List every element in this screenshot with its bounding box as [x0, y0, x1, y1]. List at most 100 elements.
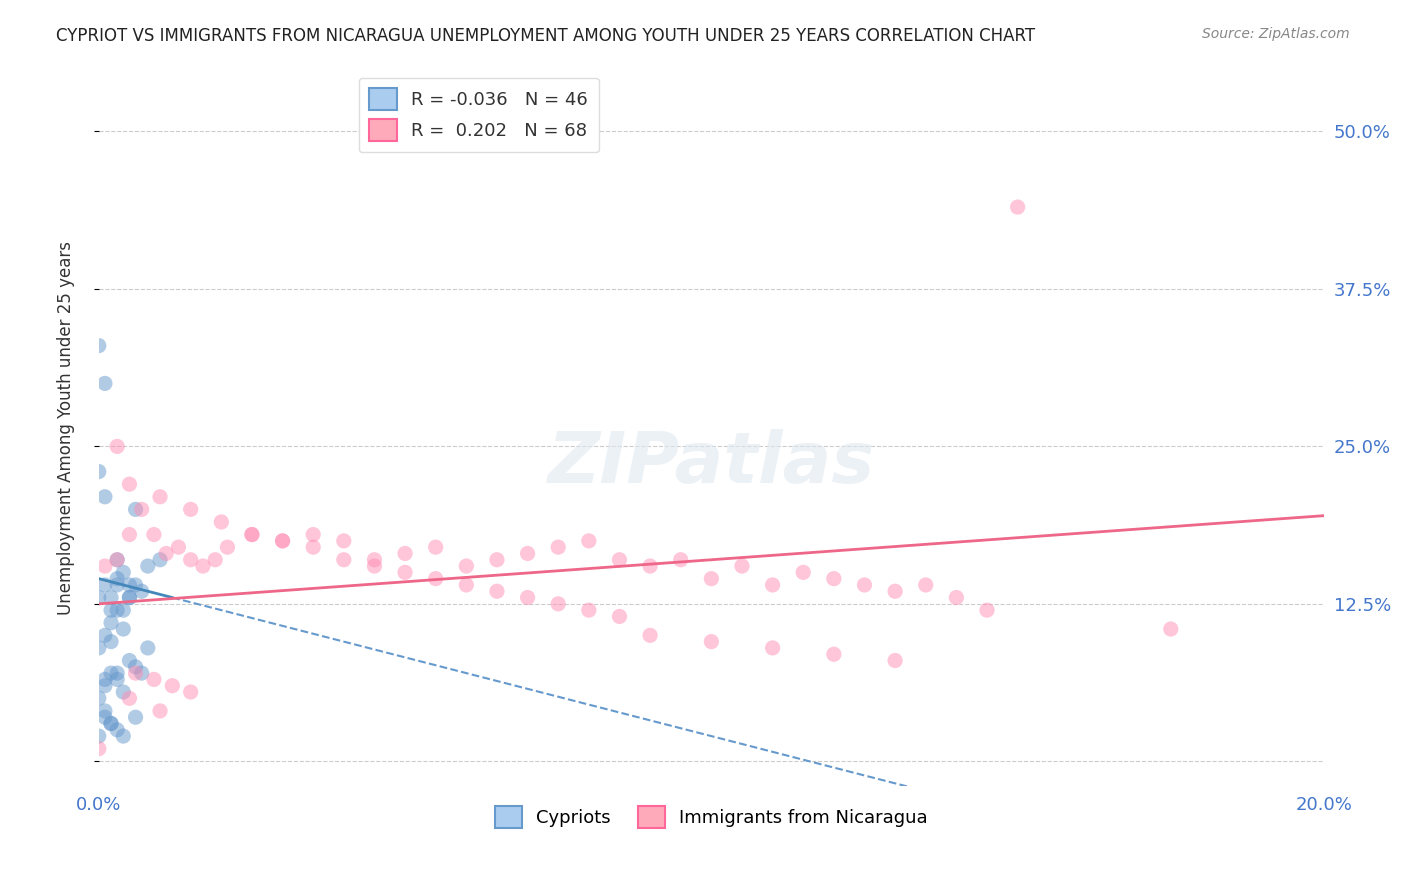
Point: [485, 553, 508, 567]
Point: [94, 679, 117, 693]
Point: [131, 502, 153, 516]
Point: [180, 502, 202, 516]
Point: [112, 685, 135, 699]
Point: [118, 653, 141, 667]
Point: [105, 723, 128, 737]
Point: [112, 566, 135, 580]
Point: [94, 673, 117, 687]
Point: [87, 338, 110, 352]
Point: [394, 566, 416, 580]
Point: [118, 477, 141, 491]
Point: [162, 679, 184, 693]
Point: [118, 591, 141, 605]
Point: [302, 527, 325, 541]
Point: [124, 578, 146, 592]
Point: [217, 540, 239, 554]
Point: [94, 710, 117, 724]
Point: [105, 578, 128, 592]
Point: [87, 741, 110, 756]
Point: [792, 566, 814, 580]
Point: [112, 622, 135, 636]
Point: [124, 666, 146, 681]
Text: ZIPatlas: ZIPatlas: [548, 429, 875, 498]
Point: [240, 527, 263, 541]
Point: [155, 546, 177, 560]
Point: [914, 578, 936, 592]
Point: [105, 553, 128, 567]
Point: [105, 439, 128, 453]
Legend: Cypriots, Immigrants from Nicaragua: Cypriots, Immigrants from Nicaragua: [488, 798, 935, 835]
Point: [485, 584, 508, 599]
Point: [191, 559, 214, 574]
Point: [131, 584, 153, 599]
Point: [609, 553, 631, 567]
Point: [578, 533, 600, 548]
Point: [394, 546, 416, 560]
Point: [271, 533, 294, 548]
Point: [100, 603, 122, 617]
Point: [149, 553, 172, 567]
Point: [118, 578, 141, 592]
Point: [638, 559, 661, 574]
Point: [456, 559, 478, 574]
Point: [884, 653, 907, 667]
Point: [180, 685, 202, 699]
Point: [547, 597, 569, 611]
Point: [853, 578, 876, 592]
Point: [142, 673, 165, 687]
Point: [118, 591, 141, 605]
Point: [87, 591, 110, 605]
Point: [823, 572, 845, 586]
Point: [700, 572, 723, 586]
Point: [302, 540, 325, 554]
Point: [124, 502, 146, 516]
Point: [136, 559, 159, 574]
Point: [87, 640, 110, 655]
Point: [131, 666, 153, 681]
Point: [762, 578, 785, 592]
Y-axis label: Unemployment Among Youth under 25 years: Unemployment Among Youth under 25 years: [58, 241, 75, 615]
Point: [638, 628, 661, 642]
Point: [1007, 200, 1029, 214]
Point: [609, 609, 631, 624]
Point: [271, 533, 294, 548]
Point: [333, 533, 356, 548]
Point: [100, 634, 122, 648]
Point: [94, 704, 117, 718]
Point: [516, 591, 538, 605]
Point: [105, 666, 128, 681]
Point: [112, 729, 135, 743]
Point: [180, 553, 202, 567]
Point: [124, 660, 146, 674]
Point: [94, 490, 117, 504]
Point: [425, 572, 447, 586]
Point: [204, 553, 226, 567]
Point: [112, 603, 135, 617]
Point: [142, 527, 165, 541]
Point: [124, 710, 146, 724]
Point: [105, 603, 128, 617]
Point: [94, 628, 117, 642]
Point: [118, 527, 141, 541]
Point: [118, 691, 141, 706]
Point: [105, 572, 128, 586]
Point: [884, 584, 907, 599]
Point: [136, 640, 159, 655]
Point: [823, 647, 845, 661]
Point: [209, 515, 232, 529]
Point: [94, 559, 117, 574]
Point: [94, 578, 117, 592]
Point: [669, 553, 692, 567]
Point: [976, 603, 998, 617]
Point: [762, 640, 785, 655]
Point: [100, 591, 122, 605]
Point: [1160, 622, 1182, 636]
Point: [149, 490, 172, 504]
Point: [94, 376, 117, 391]
Point: [547, 540, 569, 554]
Point: [100, 615, 122, 630]
Point: [87, 691, 110, 706]
Point: [240, 527, 263, 541]
Point: [105, 553, 128, 567]
Text: CYPRIOT VS IMMIGRANTS FROM NICARAGUA UNEMPLOYMENT AMONG YOUTH UNDER 25 YEARS COR: CYPRIOT VS IMMIGRANTS FROM NICARAGUA UNE…: [56, 27, 1035, 45]
